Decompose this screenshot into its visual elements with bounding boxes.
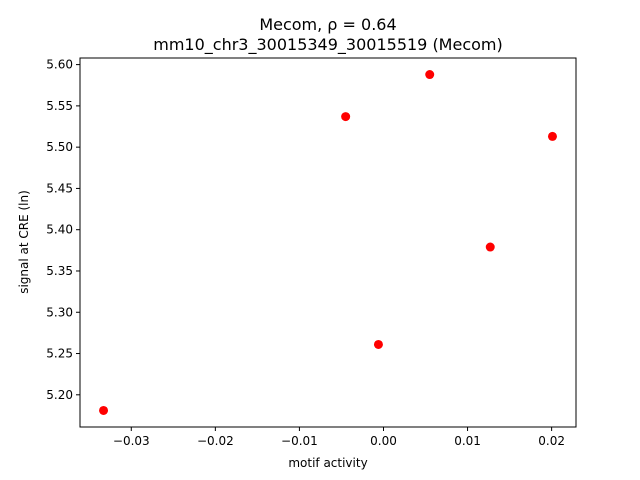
y-tick-label: 5.40 — [46, 223, 73, 237]
y-tick-label: 5.55 — [46, 99, 73, 113]
plot-frame — [79, 57, 577, 428]
y-axis-label: signal at CRE (ln) — [17, 190, 31, 294]
data-point — [373, 339, 383, 349]
data-point — [425, 70, 435, 80]
x-tick-label: −0.02 — [197, 434, 234, 448]
data-points — [99, 70, 557, 415]
y-tick-label: 5.50 — [46, 140, 73, 154]
chart-title-line2: mm10_chr3_30015349_30015519 (Mecom) — [153, 35, 503, 55]
x-tick-label: 0.01 — [454, 434, 481, 448]
x-tick-label: −0.03 — [113, 434, 150, 448]
y-tick-label: 5.25 — [46, 347, 73, 361]
y-tick-label: 5.35 — [46, 264, 73, 278]
x-tick-label: −0.01 — [281, 434, 318, 448]
chart-title-line1: Mecom, ρ = 0.64 — [259, 15, 396, 34]
x-tick-label: 0.00 — [370, 434, 397, 448]
x-axis-label: motif activity — [288, 456, 367, 470]
data-point — [99, 405, 109, 415]
data-point — [547, 131, 557, 141]
y-tick-label: 5.20 — [46, 388, 73, 402]
x-tick-label: 0.02 — [538, 434, 565, 448]
data-point — [341, 112, 351, 122]
y-tick-label: 5.30 — [46, 305, 73, 319]
data-point — [485, 242, 495, 252]
y-tick-label: 5.45 — [46, 181, 73, 195]
y-tick-label: 5.60 — [46, 58, 73, 72]
axis-ticks: −0.03 −0.02 −0.01 0.00 0.01 0.02 5.20 5.25 5.30 5… — [46, 58, 565, 448]
